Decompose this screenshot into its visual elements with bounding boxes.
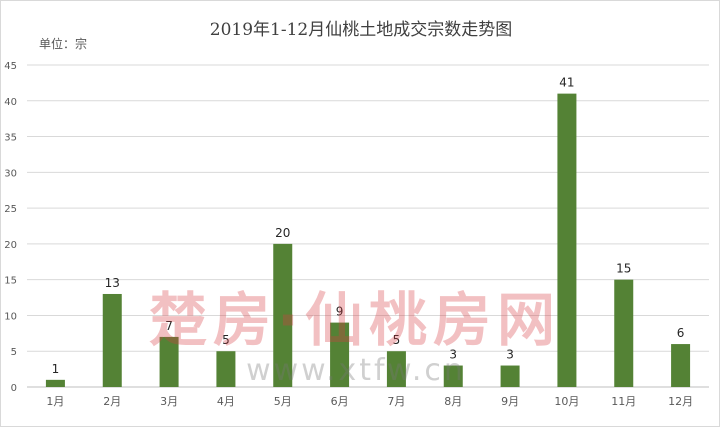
- y-tick-label: 35: [4, 133, 17, 144]
- data-label: 3: [449, 348, 457, 362]
- bar: [159, 336, 179, 387]
- bar: [102, 293, 122, 387]
- data-label: 20: [275, 226, 290, 240]
- bar: [500, 365, 520, 387]
- x-tick-label: 12月: [668, 395, 693, 408]
- y-tick-label: 15: [4, 276, 17, 287]
- y-tick-label: 0: [11, 383, 17, 394]
- bar: [614, 279, 634, 387]
- data-label: 15: [616, 262, 631, 276]
- y-tick-label: 30: [4, 168, 17, 179]
- y-tick-label: 45: [4, 61, 17, 72]
- x-tick-label: 8月: [444, 395, 462, 408]
- bar: [330, 322, 350, 387]
- unit-label: 单位：宗: [39, 37, 88, 51]
- data-label: 1: [52, 362, 60, 376]
- y-tick-label: 40: [4, 97, 17, 108]
- bar: [45, 379, 65, 387]
- data-label: 5: [393, 333, 401, 347]
- watermark-url: www.xtfw.cn: [246, 353, 466, 388]
- x-tick-label: 3月: [160, 395, 178, 408]
- data-label: 13: [105, 276, 120, 290]
- bar: [443, 365, 463, 387]
- x-tick-label: 1月: [46, 395, 64, 408]
- data-label: 6: [677, 326, 685, 340]
- bar: [273, 243, 293, 387]
- x-tick-label: 2月: [103, 395, 121, 408]
- data-label: 9: [336, 305, 344, 319]
- bar: [557, 93, 577, 387]
- x-tick-label: 6月: [331, 395, 349, 408]
- x-tick-label: 10月: [554, 395, 579, 408]
- y-tick-label: 25: [4, 204, 17, 215]
- x-tick-label: 9月: [501, 395, 519, 408]
- bar: [386, 351, 406, 387]
- y-tick-label: 5: [11, 347, 17, 358]
- x-tick-label: 11月: [611, 395, 636, 408]
- x-tick-label: 7月: [387, 395, 405, 408]
- y-tick-label: 20: [4, 240, 17, 251]
- data-label: 5: [222, 333, 230, 347]
- y-tick-label: 10: [4, 311, 17, 322]
- data-label: 3: [506, 348, 514, 362]
- x-tick-label: 4月: [217, 395, 235, 408]
- x-tick-label: 5月: [274, 395, 292, 408]
- bar: [216, 351, 236, 387]
- bar: [671, 344, 691, 387]
- data-label: 41: [559, 76, 574, 90]
- data-label: 7: [165, 319, 173, 333]
- chart-title: 2019年1-12月仙桃土地成交宗数走势图: [209, 20, 513, 40]
- watermark-logo: 楚房·仙桃房网: [148, 286, 562, 354]
